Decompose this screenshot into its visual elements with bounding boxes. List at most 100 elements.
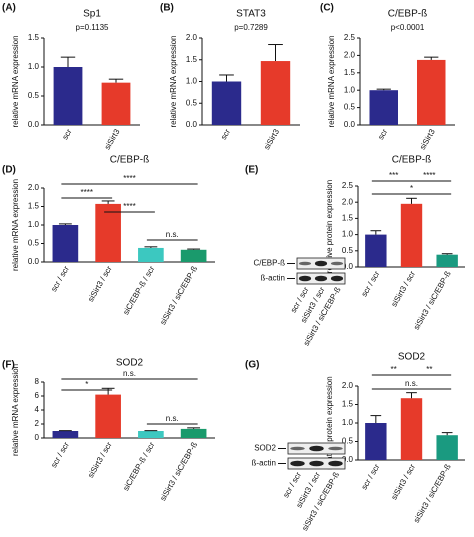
y-axis-label: relative mRNA expression [327, 35, 336, 127]
blot-band [328, 446, 343, 451]
y-tick-label: 1.5 [186, 55, 198, 64]
significance-label: ** [426, 365, 432, 374]
p-value: p=0.7289 [234, 23, 268, 32]
bar [53, 67, 83, 125]
blot-band [290, 460, 305, 467]
significance-label: n.s. [166, 230, 179, 239]
blot-band [290, 446, 305, 451]
bar [95, 394, 121, 438]
significance-label: **** [81, 188, 93, 197]
significance-label: ** [391, 365, 397, 374]
significance-label: * [410, 184, 413, 193]
chart-title: Sp1 [83, 9, 101, 20]
chart-title: C/EBP-ß [392, 155, 431, 166]
panel-label: (A) [2, 3, 16, 14]
blot-band [309, 460, 324, 467]
y-tick-label: 2.0 [186, 33, 198, 42]
bar [365, 234, 387, 267]
x-tick-label: scr [219, 127, 232, 141]
bar [52, 225, 79, 262]
x-tick-label: siSirt3 [418, 127, 437, 151]
bar [138, 431, 164, 438]
bar [180, 249, 207, 262]
y-tick-label: 2 [35, 419, 40, 428]
y-tick-label: 0.0 [344, 120, 356, 129]
bar [400, 203, 423, 267]
y-tick-label: 0.0 [342, 262, 354, 271]
y-tick-label: 0.0 [28, 257, 40, 266]
bar [417, 59, 446, 126]
blot-band [314, 275, 328, 282]
x-tick-label: siSirt3 / scr [86, 440, 114, 479]
y-tick-label: 2.0 [344, 51, 356, 60]
blot-band [298, 261, 312, 266]
p-value: p=0.1135 [76, 23, 110, 32]
y-tick-label: 1.5 [344, 68, 356, 77]
y-tick-label: 1.5 [28, 202, 40, 211]
significance-label: n.s. [166, 414, 179, 423]
x-tick-label: siSirt3 / siC/EBP-ß [412, 462, 453, 524]
y-tick-label: 0.5 [342, 437, 354, 446]
bar [211, 81, 242, 125]
y-tick-label: 1.0 [28, 62, 40, 71]
y-tick-label: 2.0 [342, 381, 354, 390]
bar [260, 61, 291, 125]
blot-band [330, 261, 344, 266]
bar [95, 203, 121, 262]
panel-label: (B) [160, 3, 174, 14]
y-tick-label: 1.5 [342, 400, 354, 409]
significance-label: **** [423, 171, 435, 180]
y-tick-label: 4 [35, 405, 40, 414]
bar [101, 82, 131, 125]
y-tick-label: 0.0 [186, 120, 198, 129]
chart-title: C/EBP-ß [110, 155, 149, 166]
bar [138, 247, 164, 262]
x-tick-label: siSirt3 / siC/EBP-ß [412, 269, 453, 331]
x-tick-label: siSirt3 / scr [389, 462, 417, 501]
y-tick-label: 0.5 [28, 91, 40, 100]
blot-label: ß-actin [252, 459, 276, 468]
y-tick-label: 0.0 [342, 455, 354, 464]
bar [180, 428, 207, 438]
significance-label: n.s. [123, 369, 136, 378]
y-tick-label: 0.5 [344, 103, 356, 112]
chart-title: C/EBP-ß [388, 9, 427, 20]
x-tick-label: scr / scr [360, 462, 382, 491]
y-axis-label: relative mRNA expression [11, 364, 20, 456]
y-tick-label: 2.0 [342, 197, 354, 206]
bar [436, 254, 458, 267]
panel-label: (D) [2, 165, 16, 176]
x-tick-label: scr / scr [360, 269, 382, 298]
significance-label: **** [123, 202, 135, 211]
x-tick-label: scr [60, 127, 73, 141]
y-tick-label: 8 [35, 377, 40, 386]
y-tick-label: 1.5 [342, 214, 354, 223]
x-tick-label: siSirt3 / scr [389, 269, 417, 308]
significance-label: n.s. [405, 379, 418, 388]
blot-band [330, 275, 344, 282]
x-tick-label: scr / scr [49, 440, 71, 469]
bar [365, 423, 387, 460]
panel-label: (G) [245, 360, 259, 371]
y-axis-label: relative mRNA expression [11, 35, 20, 127]
x-tick-label: siC/EBP-ß / scr [121, 440, 156, 492]
panel-label: (E) [245, 165, 258, 176]
x-tick-label: scr [376, 127, 389, 141]
blot-band [309, 445, 324, 452]
y-tick-label: 1.0 [342, 230, 354, 239]
x-tick-label: scr / scr [49, 264, 71, 293]
bar [369, 90, 398, 125]
blot-band [298, 275, 312, 282]
y-axis-label: relative mRNA expression [11, 179, 20, 271]
y-tick-label: 2.5 [344, 33, 356, 42]
y-tick-label: 1.0 [342, 418, 354, 427]
y-tick-label: 1.0 [28, 220, 40, 229]
blot-label: C/EBP-ß [253, 259, 285, 268]
chart-title: SOD2 [116, 358, 144, 369]
blot-label: SOD2 [254, 444, 276, 453]
bar [52, 431, 79, 438]
x-tick-label: siSirt3 / siC/EBP-ß [158, 264, 199, 326]
y-tick-label: 2.0 [28, 183, 40, 192]
bar [400, 398, 423, 460]
y-tick-label: 6 [35, 391, 40, 400]
